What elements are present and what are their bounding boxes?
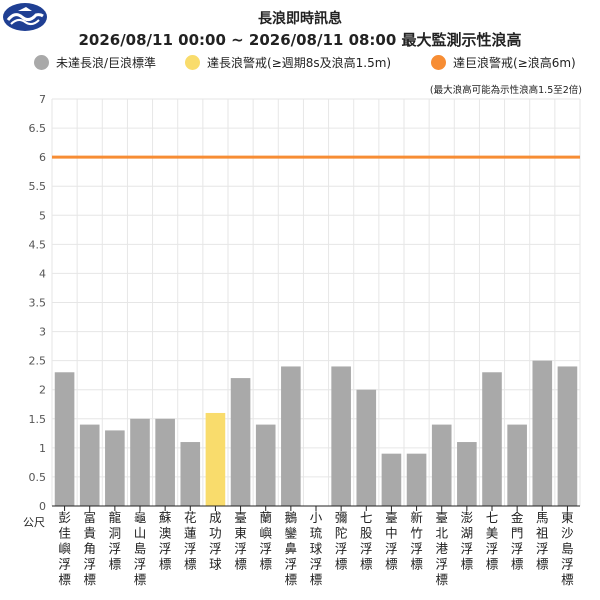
legend: 未達長浪/巨浪標準 達長浪警戒(≥週期8s及浪高1.5m) 達巨浪警戒(≥浪高6… <box>0 54 600 74</box>
x-tick-label: 成功浮球 <box>209 510 222 572</box>
y-tick-label: 0.5 <box>29 471 47 484</box>
bar <box>557 366 578 506</box>
x-axis: 彭佳嶼浮標富貴角浮標龍洞浮標龜山島浮標蘇澳浮標花蓮浮標成功浮球臺東浮標蘭嶼浮標鵝… <box>52 505 580 587</box>
chart-subtitle: 2026/08/11 00:00 ~ 2026/08/11 08:00 最大監測… <box>78 31 522 49</box>
legend-item-normal: 未達長浪/巨浪標準 <box>34 54 156 71</box>
x-tick-label: 花蓮浮標 <box>184 510 197 572</box>
legend-swatch-high-wave-warning <box>431 55 446 70</box>
bar <box>406 453 427 506</box>
bar <box>54 372 75 506</box>
bar <box>331 366 351 506</box>
legend-label-swell-warning: 達長浪警戒(≥週期8s及浪高1.5m) <box>207 56 392 70</box>
bar <box>105 430 125 506</box>
x-tick-label: 龍洞浮標 <box>109 510 122 572</box>
x-tick-label: 東沙島浮標 <box>561 510 574 587</box>
x-tick-label: 新竹浮標 <box>410 510 423 572</box>
x-tick-label: 龜山島浮標 <box>134 510 147 587</box>
bar <box>230 378 251 506</box>
y-tick-label: 3 <box>39 326 46 339</box>
x-tick-label: 小琉球浮標 <box>310 510 323 587</box>
y-axis-unit-label: 公尺 <box>23 516 45 529</box>
y-tick-label: 3.5 <box>29 297 47 310</box>
legend-item-swell-warning: 達長浪警戒(≥週期8s及浪高1.5m) <box>185 54 391 71</box>
x-tick-label: 七股浮標 <box>360 510 373 572</box>
bar <box>130 418 150 506</box>
chart-title: 長浪即時訊息 <box>258 11 342 27</box>
bar <box>281 366 301 506</box>
y-tick-label: 1 <box>39 442 46 455</box>
bar <box>155 418 175 506</box>
y-tick-label: 0 <box>39 500 46 513</box>
bar <box>457 442 477 506</box>
legend-swatch-swell-warning <box>185 55 200 70</box>
x-tick-label: 澎湖浮標 <box>461 510 474 572</box>
x-tick-label: 馬祖浮標 <box>536 510 549 572</box>
x-tick-label: 蘇澳浮標 <box>159 510 172 572</box>
legend-label-normal: 未達長浪/巨浪標準 <box>56 56 157 70</box>
bar <box>507 424 527 506</box>
y-tick-label: 5.5 <box>29 180 47 193</box>
x-tick-label: 臺北港浮標 <box>435 510 448 587</box>
bar <box>180 442 201 506</box>
y-tick-label: 5 <box>39 209 46 222</box>
x-tick-label: 蘭嶼浮標 <box>259 510 272 572</box>
bar <box>255 424 276 506</box>
bar <box>532 360 553 506</box>
legend-label-high-wave-warning: 達巨浪警戒(≥浪高6m) <box>453 56 576 70</box>
y-tick-label: 6.5 <box>29 122 47 135</box>
legend-item-high-wave-warning: 達巨浪警戒(≥浪高6m) <box>431 54 576 71</box>
cwa-logo-icon <box>3 3 47 31</box>
bar <box>79 424 100 506</box>
y-tick-label: 1.5 <box>29 413 47 426</box>
x-tick-label: 鵝鑾鼻浮標 <box>285 510 298 587</box>
x-tick-label: 富貴角浮標 <box>83 510 96 587</box>
chart-note: (最大浪高可能為示性浪高1.5至2倍) <box>429 85 582 96</box>
bar <box>356 389 377 506</box>
x-tick-label: 彌陀浮標 <box>335 510 348 572</box>
legend-swatch-normal <box>34 55 49 70</box>
bar <box>482 372 502 506</box>
y-tick-label: 7 <box>39 93 46 106</box>
y-tick-label: 6 <box>39 151 46 164</box>
x-tick-label: 七美浮標 <box>486 510 499 572</box>
bar <box>381 453 402 506</box>
bars <box>54 360 578 506</box>
x-tick-label: 金門浮標 <box>511 510 524 572</box>
y-tick-label: 4.5 <box>29 238 47 251</box>
bar <box>431 424 452 506</box>
y-axis: 0 0.5 1 1.5 2 2.5 3 3.5 4 4.5 5 5.5 6 6.5 7 <box>29 93 47 513</box>
x-tick-label: 臺東浮標 <box>234 510 247 572</box>
x-tick-label: 彭佳嶼浮標 <box>58 510 71 587</box>
y-tick-label: 2.5 <box>29 355 47 368</box>
bar <box>205 412 226 506</box>
y-tick-label: 4 <box>39 267 46 280</box>
y-tick-label: 2 <box>39 384 46 397</box>
x-tick-label: 臺中浮標 <box>385 510 398 572</box>
